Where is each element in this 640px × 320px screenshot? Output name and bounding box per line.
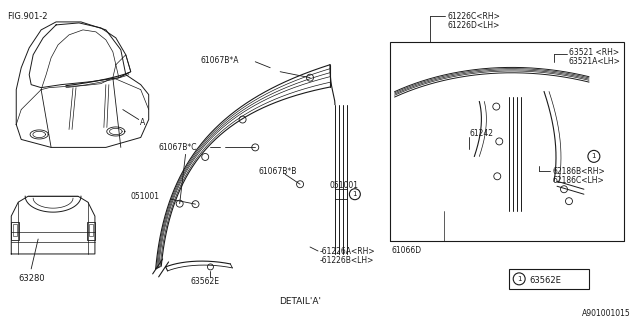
Text: 61067B*A: 61067B*A xyxy=(200,56,239,65)
Text: 61067B*B: 61067B*B xyxy=(259,167,296,176)
Text: 63521 <RH>: 63521 <RH> xyxy=(569,48,619,57)
Circle shape xyxy=(252,144,259,151)
Text: 61226D<LH>: 61226D<LH> xyxy=(447,21,500,30)
Bar xyxy=(89,224,93,236)
Bar xyxy=(12,222,19,240)
Text: 61226C<RH>: 61226C<RH> xyxy=(447,12,500,21)
Text: 62186C<LH>: 62186C<LH> xyxy=(552,176,604,185)
Text: -61226B<LH>: -61226B<LH> xyxy=(320,256,374,265)
Circle shape xyxy=(207,264,213,270)
Text: A: A xyxy=(140,117,145,126)
Bar xyxy=(390,42,624,241)
Text: DETAIL'A': DETAIL'A' xyxy=(279,297,321,306)
Text: 051001: 051001 xyxy=(330,181,359,190)
Text: 051001: 051001 xyxy=(131,192,160,201)
Text: 61066D: 61066D xyxy=(392,246,422,255)
Circle shape xyxy=(588,150,600,162)
Circle shape xyxy=(493,103,500,110)
Text: -61226A<RH>: -61226A<RH> xyxy=(320,247,376,256)
Circle shape xyxy=(202,154,209,160)
Circle shape xyxy=(561,186,568,193)
Text: 1: 1 xyxy=(591,153,596,159)
Circle shape xyxy=(496,138,503,145)
Bar xyxy=(13,224,17,236)
Text: 63280: 63280 xyxy=(18,274,45,283)
Text: FIG.901-2: FIG.901-2 xyxy=(7,12,48,21)
Text: 62186B<RH>: 62186B<RH> xyxy=(552,167,605,176)
Text: 1: 1 xyxy=(517,276,522,282)
Bar xyxy=(87,222,95,240)
Circle shape xyxy=(349,189,360,200)
Text: 63562E: 63562E xyxy=(191,277,220,286)
Text: 61242: 61242 xyxy=(469,130,493,139)
Circle shape xyxy=(239,116,246,123)
Text: A901001015: A901001015 xyxy=(582,309,631,318)
Text: 63562E: 63562E xyxy=(529,276,561,285)
Circle shape xyxy=(192,201,199,208)
Circle shape xyxy=(513,273,525,285)
Circle shape xyxy=(296,181,303,188)
Text: 1: 1 xyxy=(353,191,357,197)
Circle shape xyxy=(307,74,314,81)
Text: 61067B*C: 61067B*C xyxy=(159,143,197,152)
Bar xyxy=(509,269,589,289)
Circle shape xyxy=(566,198,572,205)
Circle shape xyxy=(176,200,183,207)
Circle shape xyxy=(494,173,500,180)
Text: 63521A<LH>: 63521A<LH> xyxy=(569,57,621,66)
